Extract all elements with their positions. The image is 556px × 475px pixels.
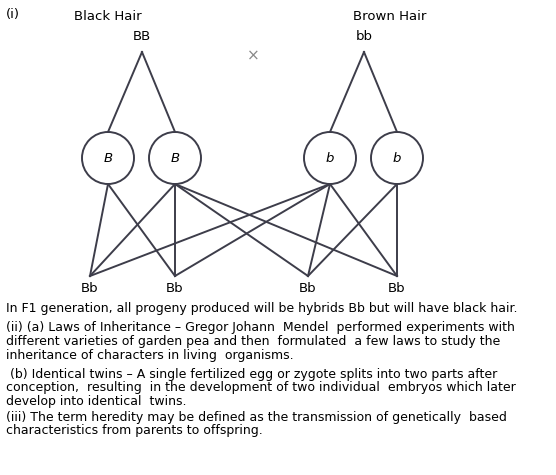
Text: Bb: Bb [388,282,406,295]
Text: Brown Hair: Brown Hair [353,10,426,23]
Text: Black Hair: Black Hair [74,10,142,23]
Text: Bb: Bb [166,282,184,295]
Text: characteristics from parents to offspring.: characteristics from parents to offsprin… [6,424,263,437]
Text: bb: bb [355,30,373,43]
Text: ×: × [247,48,260,63]
Text: develop into identical  twins.: develop into identical twins. [6,395,186,408]
Text: B: B [171,152,180,164]
Text: Bb: Bb [299,282,317,295]
Circle shape [149,132,201,184]
Text: (b) Identical twins – A single fertilized egg or zygote splits into two parts af: (b) Identical twins – A single fertilize… [6,368,497,381]
Text: Bb: Bb [81,282,99,295]
Text: BB: BB [133,30,151,43]
Text: conception,  resulting  in the development of two individual  embryos which late: conception, resulting in the development… [6,381,516,395]
Circle shape [82,132,134,184]
Text: In F1 generation, all progeny produced will be hybrids Bb but will have black ha: In F1 generation, all progeny produced w… [6,302,518,315]
Circle shape [371,132,423,184]
Text: (i): (i) [6,8,20,21]
Text: b: b [326,152,334,164]
Text: different varieties of garden pea and then  formulated  a few laws to study the: different varieties of garden pea and th… [6,335,500,348]
Text: B: B [103,152,112,164]
Text: (iii) The term heredity may be defined as the transmission of genetically  based: (iii) The term heredity may be defined a… [6,410,507,424]
Text: b: b [393,152,401,164]
Circle shape [304,132,356,184]
Text: inheritance of characters in living  organisms.: inheritance of characters in living orga… [6,349,294,361]
Text: (ii) (a) Laws of Inheritance – Gregor Johann  Mendel  performed experiments with: (ii) (a) Laws of Inheritance – Gregor Jo… [6,322,515,334]
